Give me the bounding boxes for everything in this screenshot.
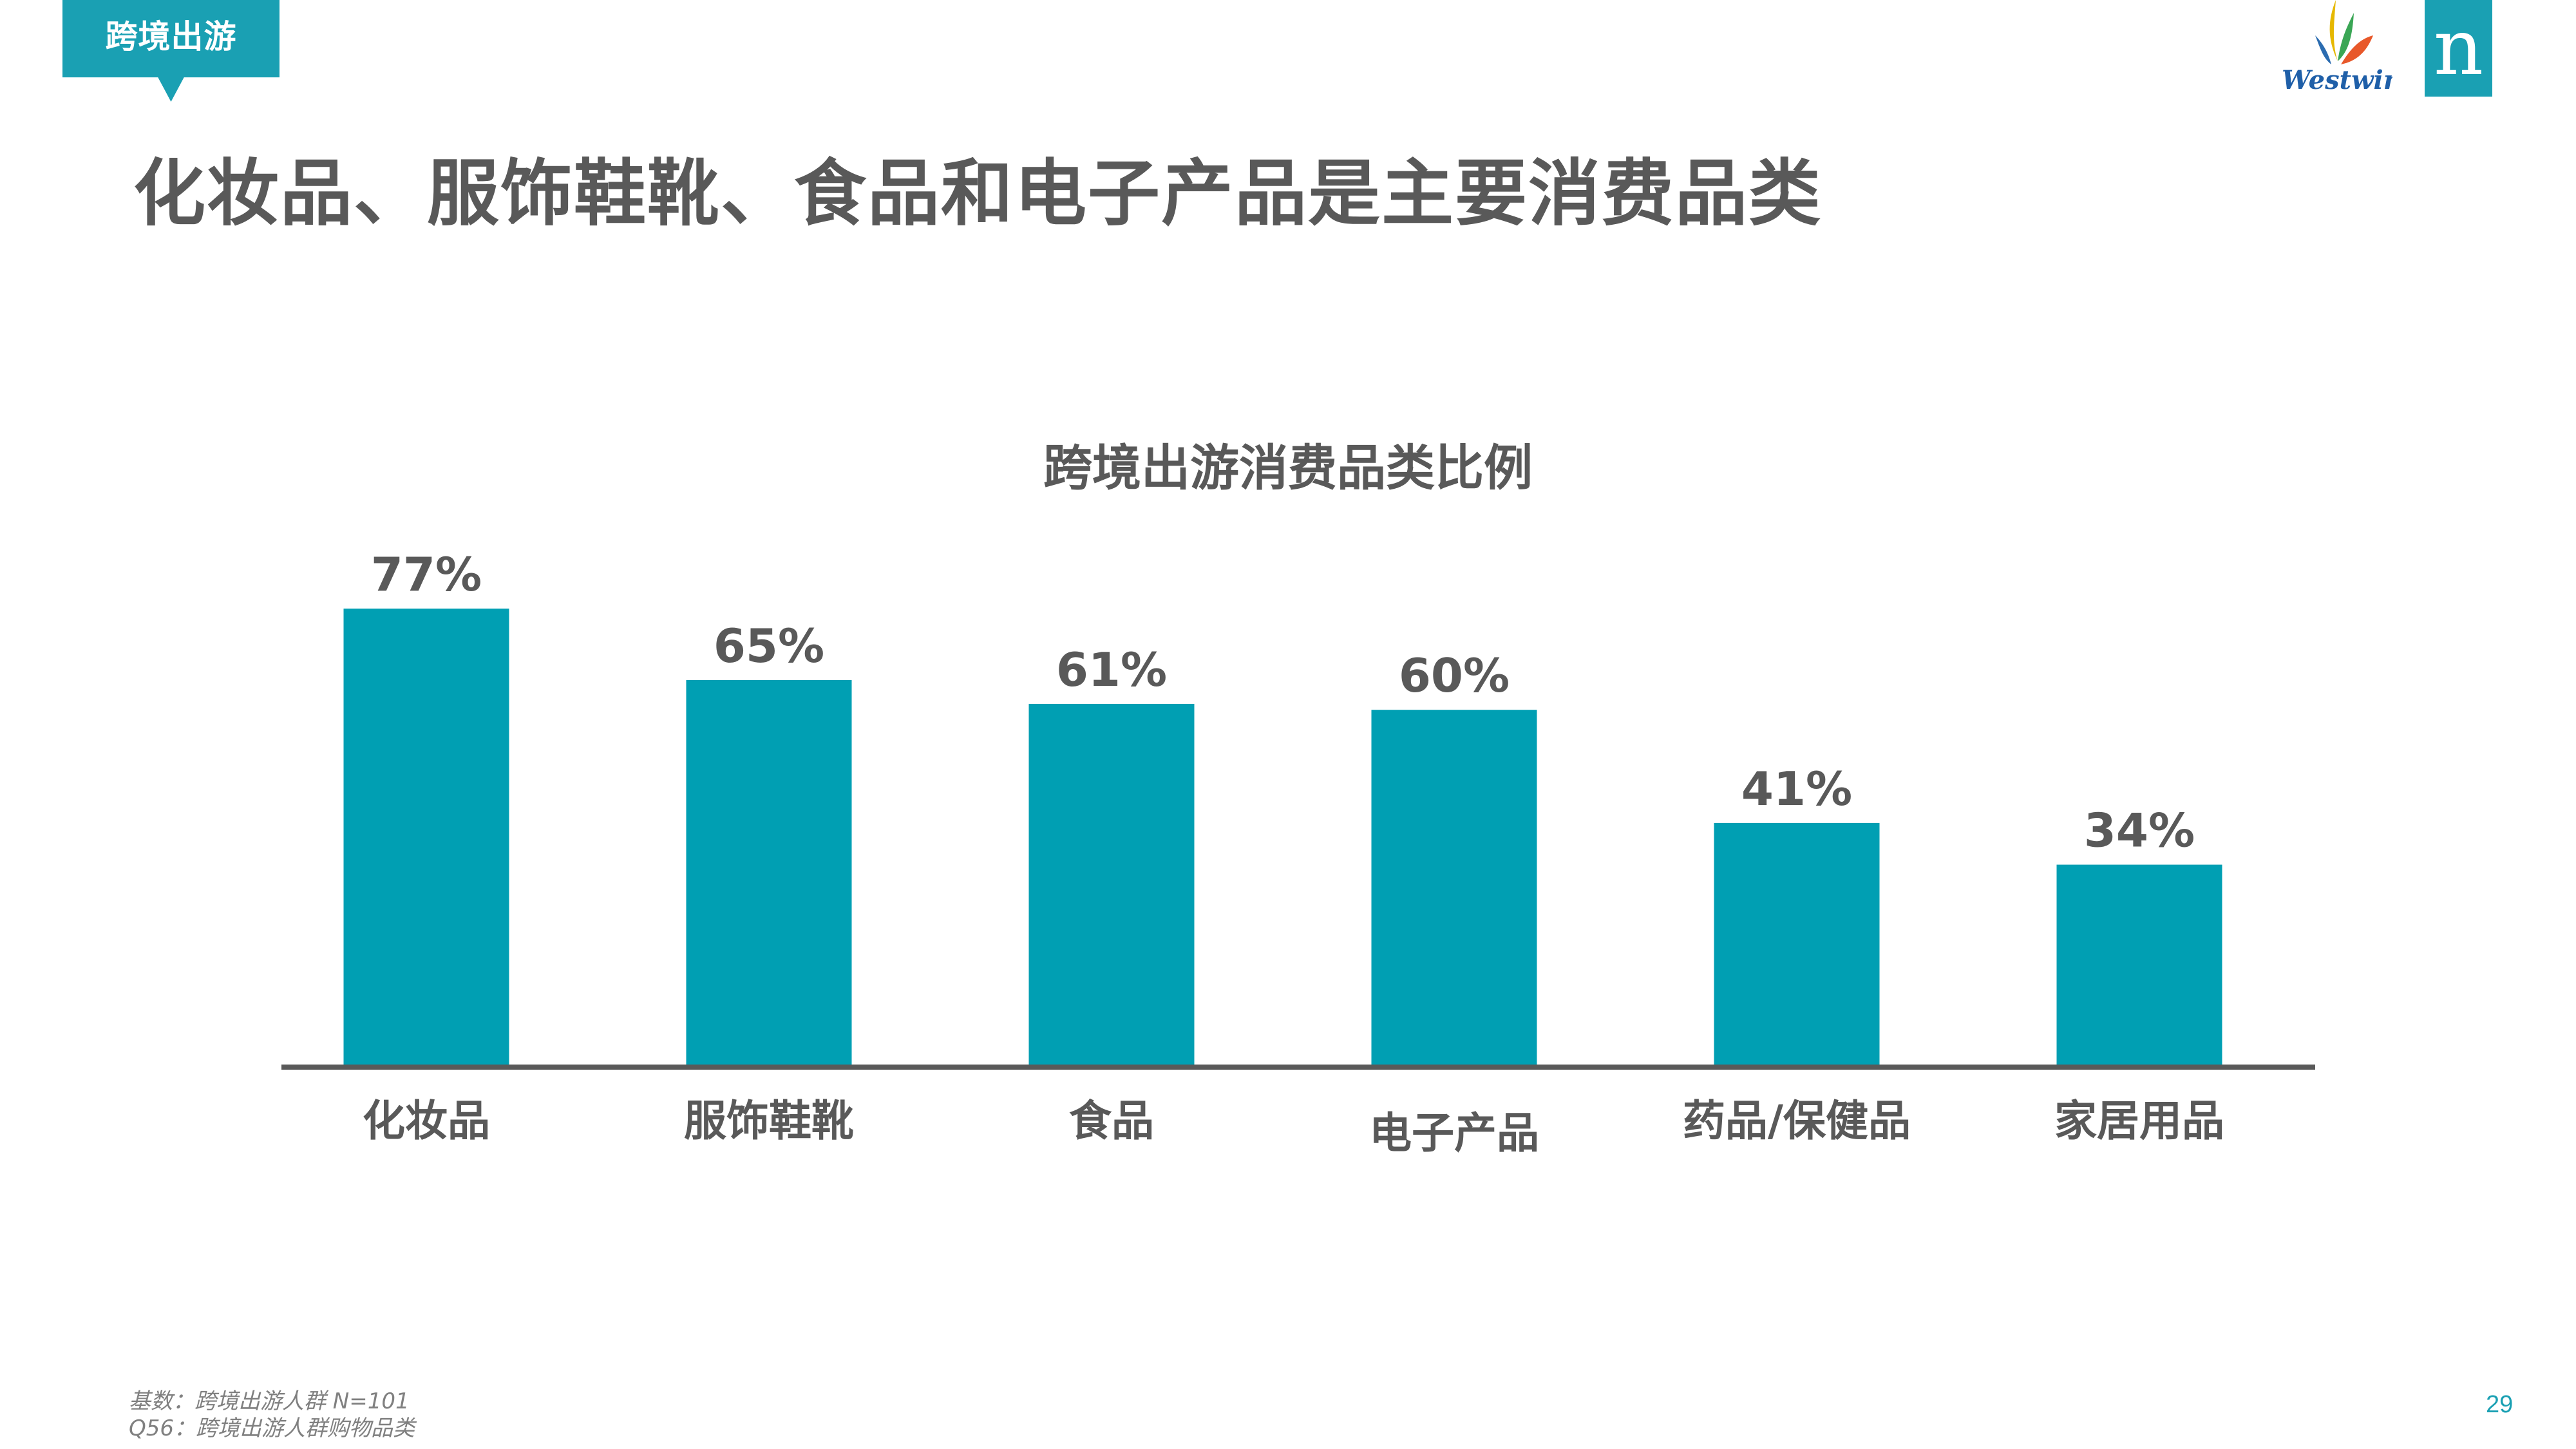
westwin-logo: Westwin [2282,0,2392,95]
data-label-6: 34% [2084,804,2195,858]
category-label-1: 化妆品 [363,1096,490,1146]
sail-green-shape [2338,13,2354,61]
section-tag-label: 跨境出游 [105,18,237,55]
footnote-question: Q56：跨境出游人群购物品类 [129,1416,415,1441]
bar-5 [1714,822,1880,1065]
category-label-3: 食品 [1069,1096,1154,1146]
bar-1 [343,609,509,1065]
bar-4 [1371,710,1537,1065]
data-label-1: 77% [371,547,482,601]
category-label-5: 药品/保健品 [1683,1096,1911,1146]
page-number: 29 [2486,1391,2514,1418]
n-logo: n [2425,0,2492,97]
section-tag: 跨境出游 [62,0,279,103]
sail-yellow-shape [2329,0,2338,61]
data-label-5: 41% [1741,762,1852,816]
sail-red-shape [2341,35,2373,64]
category-label-6: 家居用品 [2054,1096,2224,1146]
category-label-2: 服饰鞋靴 [684,1096,854,1146]
data-label-3: 61% [1056,643,1167,697]
category-label-4: 电子产品 [1369,1108,1539,1158]
footnote-base: 基数：跨境出游人群 N=101 [129,1388,410,1414]
page-title: 化妆品、服饰鞋靴、食品和电子产品是主要消费品类 [133,152,1822,236]
chart-title: 跨境出游消费品类比例 [1043,439,1533,497]
bar-2 [686,679,852,1065]
data-label-4: 60% [1399,649,1510,703]
data-label-2: 65% [714,619,824,673]
bar-6 [2056,864,2222,1065]
westwin-wordmark: Westwin [2282,65,2392,95]
sail-blue-shape [2315,35,2331,64]
bar-3 [1028,703,1195,1065]
footnote: 基数：跨境出游人群 N=101 Q56：跨境出游人群购物品类 [129,1388,415,1442]
